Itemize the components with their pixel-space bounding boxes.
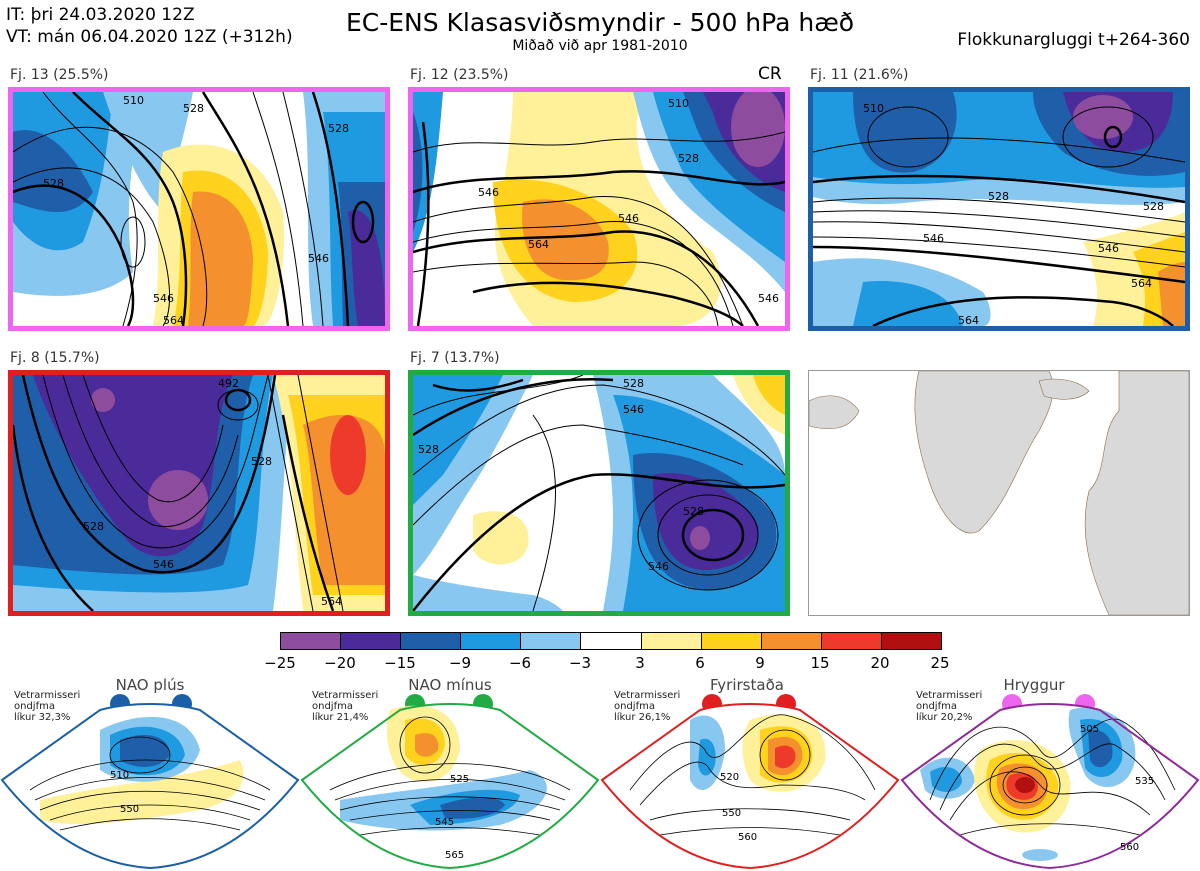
contour-label: 510 bbox=[863, 102, 884, 115]
contour-label: 528 bbox=[251, 455, 272, 468]
classification-window: Flokkunargluggi t+264-360 bbox=[957, 30, 1190, 50]
colorbar-segment bbox=[581, 633, 642, 649]
contour-label: 528 bbox=[43, 177, 64, 190]
colorbar-segment bbox=[341, 633, 402, 649]
regime-map-blocking[interactable]: 520 550 560 bbox=[600, 690, 900, 871]
contour-label: 546 bbox=[478, 186, 499, 199]
base-map bbox=[808, 370, 1190, 616]
cluster-label-11: Fj. 11 (21.6%) bbox=[810, 67, 909, 83]
cluster-map-11[interactable]: 510 528 528 546 546 564 564 bbox=[808, 87, 1190, 331]
cluster-map-12[interactable]: 510 528 546 546 564 546 bbox=[408, 87, 790, 331]
contour-label: 564 bbox=[163, 314, 184, 326]
colorbar-tick: 6 bbox=[695, 654, 705, 672]
colorbar-segment bbox=[761, 633, 822, 649]
regime-map-nao-minus[interactable]: 525 545 565 bbox=[300, 690, 600, 871]
cluster-label-13: Fj. 13 (25.5%) bbox=[10, 67, 109, 83]
cluster-label-12: Fj. 12 (23.5%) bbox=[410, 67, 509, 83]
regime-title-nao-plus: NAO plús bbox=[115, 676, 185, 694]
cluster-label-7: Fj. 7 (13.7%) bbox=[410, 350, 500, 366]
regime-note: Vetrarmisseri ondjfma líkur 21,4% bbox=[312, 690, 379, 723]
cluster-map-8[interactable]: 492 528 528 546 564 bbox=[8, 370, 390, 616]
regime-title-ridge: Hryggur bbox=[1003, 676, 1065, 694]
contour-label: 528 bbox=[418, 443, 439, 456]
header-times: IT: þri 24.03.2020 12Z VT: mán 06.04.202… bbox=[6, 4, 293, 48]
regime-contour-label: 560 bbox=[1120, 842, 1139, 853]
cluster-map-7[interactable]: 528 528 546 546 528 bbox=[408, 370, 790, 616]
contour-label: 546 bbox=[153, 292, 174, 305]
cluster-badge-cr: CR bbox=[758, 64, 782, 84]
contour-label: 564 bbox=[321, 595, 342, 608]
colorbar-tick: −9 bbox=[448, 654, 472, 672]
contour-label: 528 bbox=[623, 377, 644, 390]
regime-note: Vetrarmisseri ondjfma líkur 32,3% bbox=[14, 690, 81, 723]
regime-contour-label: 535 bbox=[1135, 776, 1154, 787]
colorbar-tick: −6 bbox=[508, 654, 532, 672]
cluster-map-13[interactable]: 528 528 546 528 546 564 510 bbox=[8, 87, 390, 331]
colorbar-segment bbox=[281, 633, 342, 649]
contour-label: 528 bbox=[683, 505, 704, 518]
colorbar-tick: 20 bbox=[870, 654, 890, 672]
page-title: EC-ENS Klasasviðsmyndir - 500 hPa hæð bbox=[345, 8, 855, 37]
contour-label: 546 bbox=[153, 558, 174, 571]
contour-label: 546 bbox=[618, 212, 639, 225]
valid-time: VT: mán 06.04.2020 12Z (+312h) bbox=[6, 27, 293, 47]
regime-contour-label: 545 bbox=[435, 817, 454, 828]
colorbar-tick: 15 bbox=[810, 654, 830, 672]
cluster-label-8: Fj. 8 (15.7%) bbox=[10, 350, 100, 366]
contour-label: 546 bbox=[758, 292, 779, 305]
contour-label: 510 bbox=[668, 97, 689, 110]
regime-map-nao-plus[interactable]: 510 550 bbox=[0, 690, 300, 871]
regime-contour-label: 505 bbox=[1080, 724, 1099, 735]
contour-label: 546 bbox=[623, 403, 644, 416]
regime-contour-label: 560 bbox=[738, 832, 757, 843]
contour-label: 564 bbox=[528, 238, 549, 251]
contour-label: 546 bbox=[1098, 242, 1119, 255]
colorbar-tick: 3 bbox=[635, 654, 645, 672]
contour-label: 492 bbox=[218, 377, 239, 390]
colorbar-tick: −3 bbox=[568, 654, 592, 672]
colorbar-segment bbox=[461, 633, 522, 649]
colorbar-tick: 9 bbox=[755, 654, 765, 672]
contour-label: 528 bbox=[183, 102, 204, 115]
contour-label: 546 bbox=[308, 252, 329, 265]
page-subtitle: Miðað við apr 1981-2010 bbox=[512, 38, 688, 54]
regime-contour-label: 520 bbox=[720, 772, 739, 783]
colorbar-segment bbox=[401, 633, 462, 649]
contour-label: 528 bbox=[1143, 200, 1164, 213]
colorbar-tick: −15 bbox=[384, 654, 416, 672]
regime-map-ridge[interactable]: 505 535 560 bbox=[900, 690, 1200, 871]
colorbar-segment bbox=[821, 633, 882, 649]
contour-label: 564 bbox=[958, 314, 979, 326]
contour-label: 564 bbox=[1131, 277, 1152, 290]
colorbar-tick: −25 bbox=[264, 654, 296, 672]
contour-label: 528 bbox=[678, 152, 699, 165]
contour-label: 546 bbox=[923, 232, 944, 245]
contour-label: 528 bbox=[328, 122, 349, 135]
colorbar bbox=[280, 632, 942, 650]
initial-time: IT: þri 24.03.2020 12Z bbox=[6, 5, 195, 25]
regime-contour-label: 565 bbox=[445, 850, 464, 861]
colorbar-segment bbox=[701, 633, 762, 649]
colorbar-segment bbox=[881, 633, 942, 649]
colorbar-segment bbox=[641, 633, 702, 649]
regime-contour-label: 550 bbox=[120, 804, 139, 815]
contour-label: 528 bbox=[988, 190, 1009, 203]
regime-title-nao-minus: NAO mínus bbox=[408, 676, 492, 694]
regime-contour-label: 510 bbox=[110, 770, 129, 781]
colorbar-tick: −20 bbox=[324, 654, 356, 672]
regime-contour-label: 525 bbox=[450, 774, 469, 785]
contour-label: 528 bbox=[83, 520, 104, 533]
contour-label: 510 bbox=[123, 94, 144, 107]
colorbar-segment bbox=[521, 633, 582, 649]
regime-note: Vetrarmisseri ondjfma líkur 26,1% bbox=[614, 690, 681, 723]
colorbar-tick: 25 bbox=[930, 654, 950, 672]
contour-label: 546 bbox=[648, 560, 669, 573]
regime-note: Vetrarmisseri ondjfma líkur 20,2% bbox=[916, 690, 983, 723]
regime-contour-label: 550 bbox=[722, 808, 741, 819]
regime-title-blocking: Fyrirstaða bbox=[710, 676, 784, 694]
